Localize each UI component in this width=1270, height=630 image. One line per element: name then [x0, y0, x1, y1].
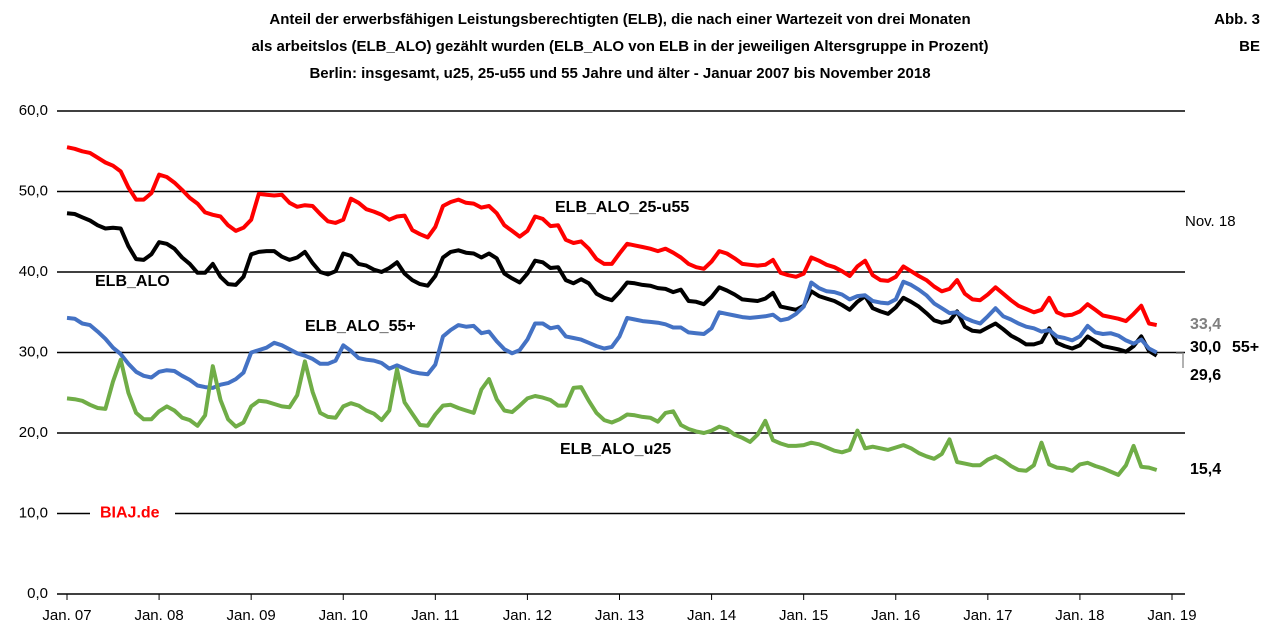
label-bg: [90, 503, 175, 524]
x-tick-label: Jan. 17: [963, 607, 1012, 624]
x-tick-label: Jan. 10: [319, 607, 368, 624]
end-value-label: 30,0: [1190, 339, 1221, 356]
x-tick-label: Jan. 08: [134, 607, 183, 624]
end-value-label: 33,4: [1190, 316, 1221, 333]
x-tick-label: Jan. 18: [1055, 607, 1104, 624]
series-label: ELB_ALO: [95, 273, 170, 290]
x-tick-label: Jan. 14: [687, 607, 736, 624]
y-tick-label: 0,0: [27, 585, 48, 602]
region: BE: [1239, 38, 1260, 55]
end-value-label: 15,4: [1190, 461, 1221, 478]
title-line: als arbeitslos (ELB_ALO) gezählt wurden …: [251, 38, 988, 55]
y-tick-label: 40,0: [19, 263, 48, 280]
series-label: ELB_ALO_55+: [305, 318, 416, 335]
x-tick-label: Jan. 15: [779, 607, 828, 624]
x-tick-label: Jan. 07: [42, 607, 91, 624]
series-line: [66, 211, 1158, 358]
series-line: [66, 357, 1158, 477]
figure-label: Abb. 3: [1214, 11, 1260, 28]
end-suffix: 55+: [1232, 339, 1259, 356]
y-tick-label: 60,0: [19, 102, 48, 119]
end-date-label: Nov. 18: [1185, 213, 1236, 230]
series-label: ELB_ALO_u25: [560, 441, 671, 458]
connector: [1176, 352, 1184, 368]
source-label: BIAJ.de: [100, 505, 160, 522]
end-value-label: 29,6: [1190, 367, 1221, 384]
x-tick-label: Jan. 11: [411, 607, 459, 624]
x-tick-label: Jan. 19: [1147, 607, 1196, 624]
title-line: Berlin: insgesamt, u25, 25-u55 und 55 Ja…: [309, 65, 930, 82]
title-line: Anteil der erwerbsfähigen Leistungsberec…: [269, 11, 970, 28]
y-tick-label: 20,0: [19, 424, 48, 441]
series-line: [66, 279, 1158, 390]
x-tick-label: Jan. 12: [503, 607, 552, 624]
y-tick-label: 30,0: [19, 343, 48, 360]
y-tick-label: 10,0: [19, 504, 48, 521]
x-tick-label: Jan. 09: [227, 607, 276, 624]
series-label: ELB_ALO_25-u55: [555, 199, 689, 216]
y-tick-label: 50,0: [19, 182, 48, 199]
x-tick-label: Jan. 16: [871, 607, 920, 624]
series-line: [66, 145, 1158, 328]
x-tick-label: Jan. 13: [595, 607, 644, 624]
